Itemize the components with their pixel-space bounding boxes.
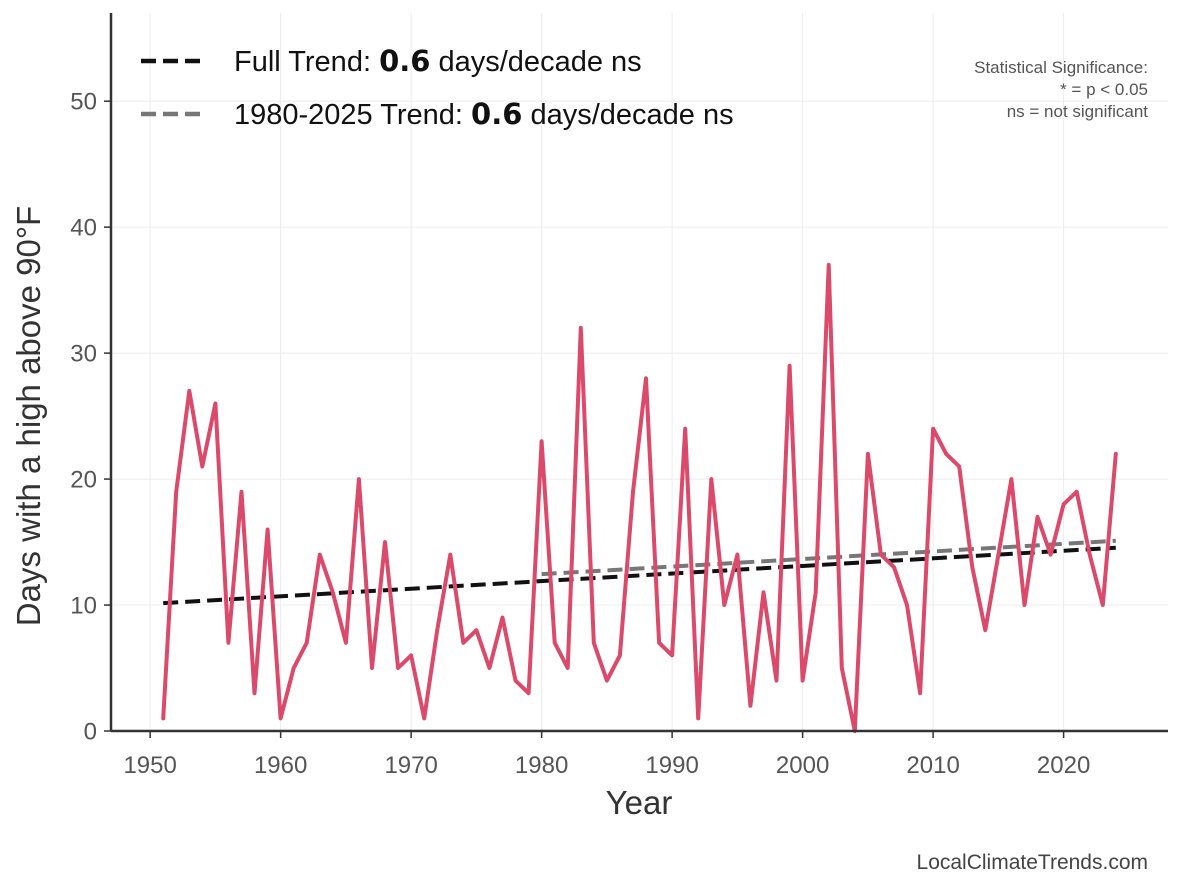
axes bbox=[109, 13, 1168, 733]
ticks: 1950 1960 1970 1980 1990 2000 2010 2020 0 10 20 30 4… bbox=[70, 89, 1090, 779]
x-axis-label: Year bbox=[606, 784, 673, 821]
legend-label-1: 1980-2025 Trend: 0.6 days/decade ns bbox=[234, 97, 734, 131]
trend-line-0 bbox=[163, 545, 1116, 606]
legend-label-value: 0.6 bbox=[471, 97, 522, 131]
legend-label-value: 0.6 bbox=[379, 44, 430, 78]
trend-line-1 bbox=[541, 538, 1116, 577]
trend-lines bbox=[163, 538, 1116, 606]
legend-label-0: Full Trend: 0.6 days/decade ns bbox=[234, 44, 642, 78]
y-tick-label: 40 bbox=[70, 215, 97, 242]
y-tick-label: 50 bbox=[70, 89, 97, 116]
x-tick-label: 2010 bbox=[906, 752, 959, 779]
x-tick-label: 2000 bbox=[776, 752, 829, 779]
y-tick-label: 10 bbox=[70, 593, 97, 620]
x-tick-label: 2020 bbox=[1037, 752, 1090, 779]
annotation-line: * = p < 0.05 bbox=[1060, 80, 1148, 99]
grid bbox=[111, 13, 1168, 732]
legend-label-prefix: 1980-2025 Trend: bbox=[234, 99, 471, 131]
annotation-line: ns = not significant bbox=[1007, 102, 1149, 121]
legend-label-prefix: Full Trend: bbox=[234, 46, 379, 78]
x-tick-label: 1990 bbox=[645, 752, 698, 779]
x-tick-label: 1950 bbox=[123, 752, 176, 779]
series-line bbox=[161, 262, 1118, 733]
y-tick-label: 0 bbox=[84, 719, 97, 746]
credit-text: LocalClimateTrends.com bbox=[917, 851, 1148, 874]
x-tick-label: 1980 bbox=[515, 752, 568, 779]
annotation-line: Statistical Significance: bbox=[974, 58, 1148, 77]
y-tick-label: 20 bbox=[70, 467, 97, 494]
legend: Full Trend: 0.6 days/decade ns1980-2025 … bbox=[141, 44, 734, 131]
y-axis-label: Days with a high above 90°F bbox=[10, 206, 47, 626]
legend-label-suffix: days/decade ns bbox=[430, 46, 641, 78]
legend-label-suffix: days/decade ns bbox=[522, 99, 733, 131]
x-tick-label: 1960 bbox=[254, 752, 307, 779]
x-tick-label: 1970 bbox=[384, 752, 437, 779]
y-tick-label: 30 bbox=[70, 341, 97, 368]
significance-annotation: Statistical Significance: * = p < 0.05 n… bbox=[974, 58, 1148, 121]
